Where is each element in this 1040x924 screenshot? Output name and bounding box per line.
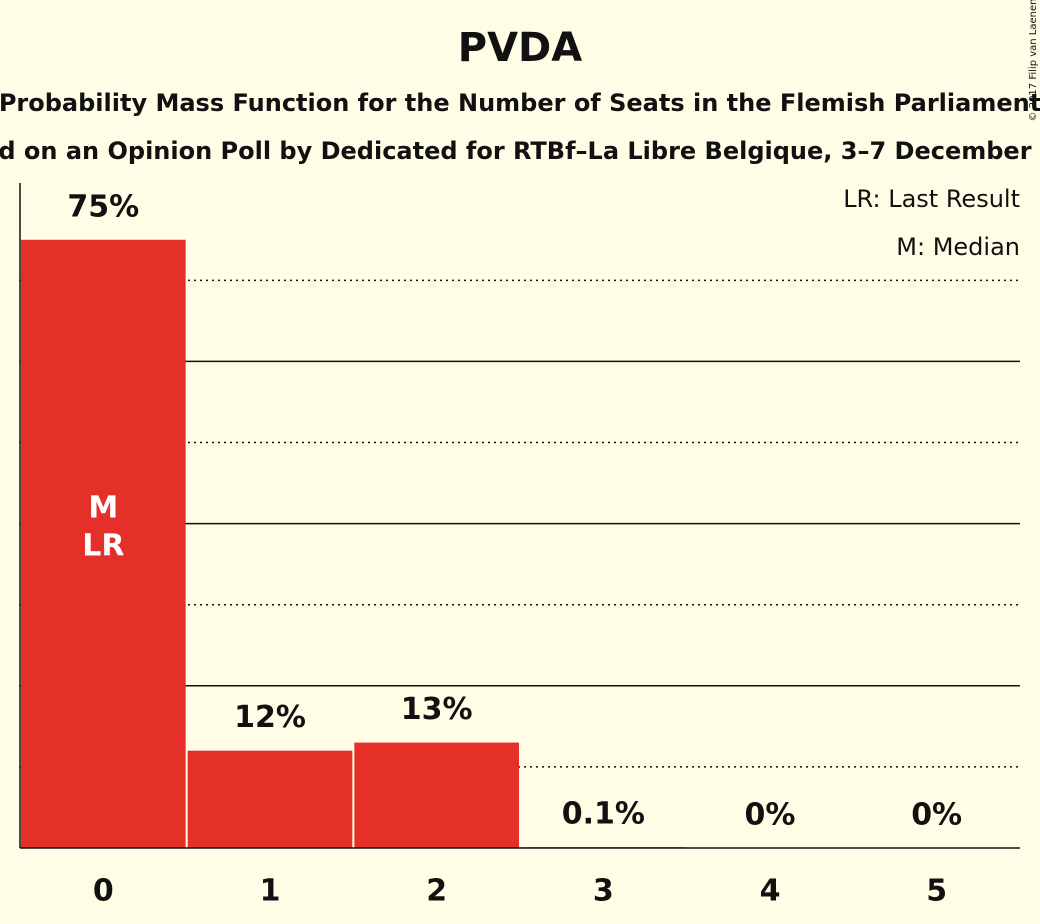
- value-label: 0%: [911, 798, 962, 833]
- legend-entry: M: Median: [896, 233, 1020, 261]
- x-tick-label: 5: [926, 874, 947, 909]
- value-label: 12%: [234, 700, 306, 735]
- chart-subtitle: Based on an Opinion Poll by Dedicated fo…: [0, 137, 1040, 165]
- legend-entry: LR: Last Result: [843, 185, 1020, 213]
- value-label: 0%: [745, 798, 796, 833]
- x-tick-label: 3: [593, 874, 614, 909]
- chart-title: PVDA: [458, 25, 582, 71]
- bar: [187, 750, 353, 848]
- value-label: 75%: [67, 189, 139, 224]
- x-tick-label: 1: [260, 874, 281, 909]
- median-marker: M: [88, 491, 118, 526]
- value-label: 0.1%: [562, 797, 645, 832]
- x-tick-label: 2: [426, 874, 447, 909]
- x-tick-label: 4: [760, 874, 781, 909]
- value-label: 13%: [401, 692, 473, 727]
- x-tick-label: 0: [93, 874, 114, 909]
- chart-subtitle: Probability Mass Function for the Number…: [0, 89, 1040, 117]
- bar: [21, 239, 186, 848]
- bar: [354, 742, 519, 848]
- last-result-marker: LR: [82, 529, 124, 564]
- copyright: © 2017 Filip van Laenen: [1028, 0, 1039, 121]
